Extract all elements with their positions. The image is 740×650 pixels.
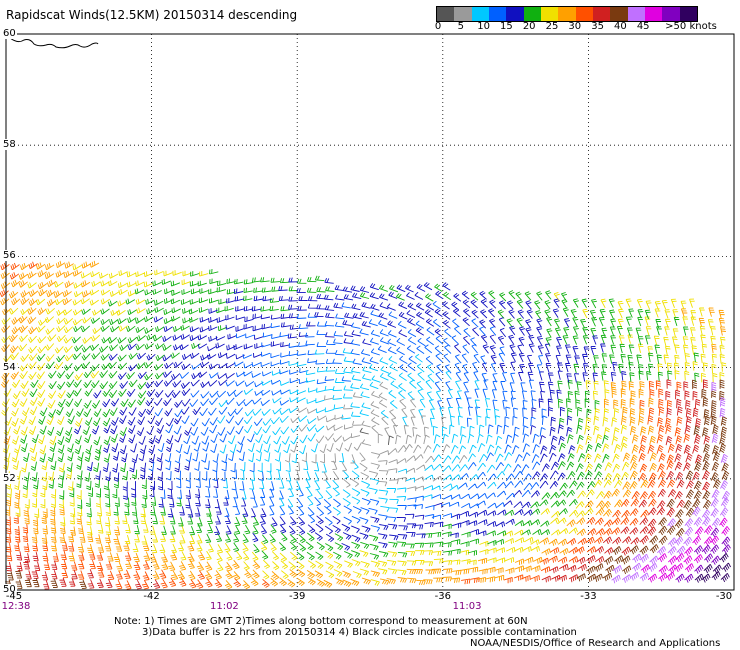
wind-barb-group: [640, 517, 730, 583]
colorbar-swatch: [488, 7, 507, 21]
wind-barb-group: [20, 268, 700, 561]
wind-barb-group: [73, 277, 627, 551]
note-line-2: 3)Data buffer is 22 hrs from 20150314 4)…: [142, 627, 577, 638]
coastline: [9, 37, 99, 49]
lat-lon-grid: [6, 34, 734, 590]
latitude-label: 52: [2, 472, 17, 484]
colorbar-label: 30: [568, 21, 582, 32]
time-label: 12:38: [1, 601, 31, 612]
colorbar-swatch: [437, 7, 455, 21]
wind-speed-colorbar: [436, 6, 698, 22]
colorbar-swatch: [471, 7, 489, 21]
wind-barb-group: [148, 300, 548, 532]
note-line-1: Note: 1) Times are GMT 2)Times along bot…: [114, 616, 528, 627]
colorbar-label: 5: [457, 21, 464, 32]
colorbar-swatch: [610, 7, 628, 21]
colorbar-swatch: [454, 7, 472, 21]
colorbar-swatch: [558, 7, 576, 21]
colorbar-swatch: [679, 7, 697, 21]
longitude-label: -30: [715, 591, 733, 602]
latitude-label: 56: [2, 250, 17, 262]
longitude-label: -36: [434, 591, 451, 602]
wind-barb-group: [694, 552, 731, 583]
latitude-label: 50: [2, 584, 17, 595]
wind-barb-group: [217, 348, 513, 516]
latitude-label: 58: [2, 139, 17, 151]
credit-line: NOAA/NESDIS/Office of Research and Appli…: [470, 638, 721, 649]
colorbar-label: 40: [614, 21, 627, 32]
longitude-label: -45: [5, 591, 23, 602]
wind-barb-group: [359, 427, 394, 445]
wind-barb-group: [5, 379, 711, 590]
wind-barb-group: [0, 260, 726, 590]
longitude-label: -42: [143, 591, 160, 602]
colorbar-swatch: [627, 7, 645, 21]
colorbar-swatch: [644, 7, 663, 21]
latitude-label: 54: [2, 361, 17, 373]
colorbar-label: 20: [522, 21, 536, 32]
colorbar-label: 35: [591, 21, 604, 32]
colorbar-swatch: [540, 7, 559, 21]
map-title: Rapidscat Winds(12.5KM) 20150314 descend…: [6, 8, 298, 22]
longitude-label: -39: [289, 591, 306, 602]
map-border: [5, 33, 735, 591]
colorbar-swatch: [506, 7, 524, 21]
time-label: 11:02: [209, 601, 239, 612]
colorbar-swatch: [592, 7, 611, 21]
wind-barbs: [0, 37, 731, 590]
wind-barb-group: [5, 379, 730, 590]
longitude-label: -33: [580, 591, 597, 602]
wind-barb-group: [675, 527, 731, 583]
colorbar-label: 15: [500, 21, 513, 32]
colorbar-label: 45: [636, 21, 650, 32]
time-label: 11:03: [452, 601, 482, 612]
colorbar-label: 25: [545, 21, 559, 32]
wind-barb-group: [611, 381, 731, 584]
wind-barb-group: [284, 381, 468, 492]
colorbar-swatch: [575, 7, 593, 21]
colorbar-label: 10: [477, 21, 490, 32]
latitude-label: 60: [2, 28, 17, 39]
colorbar-swatch: [662, 7, 680, 21]
colorbar-label: 0: [434, 21, 442, 32]
colorbar-label: >50 knots: [665, 21, 717, 32]
colorbar-swatch: [523, 7, 541, 21]
